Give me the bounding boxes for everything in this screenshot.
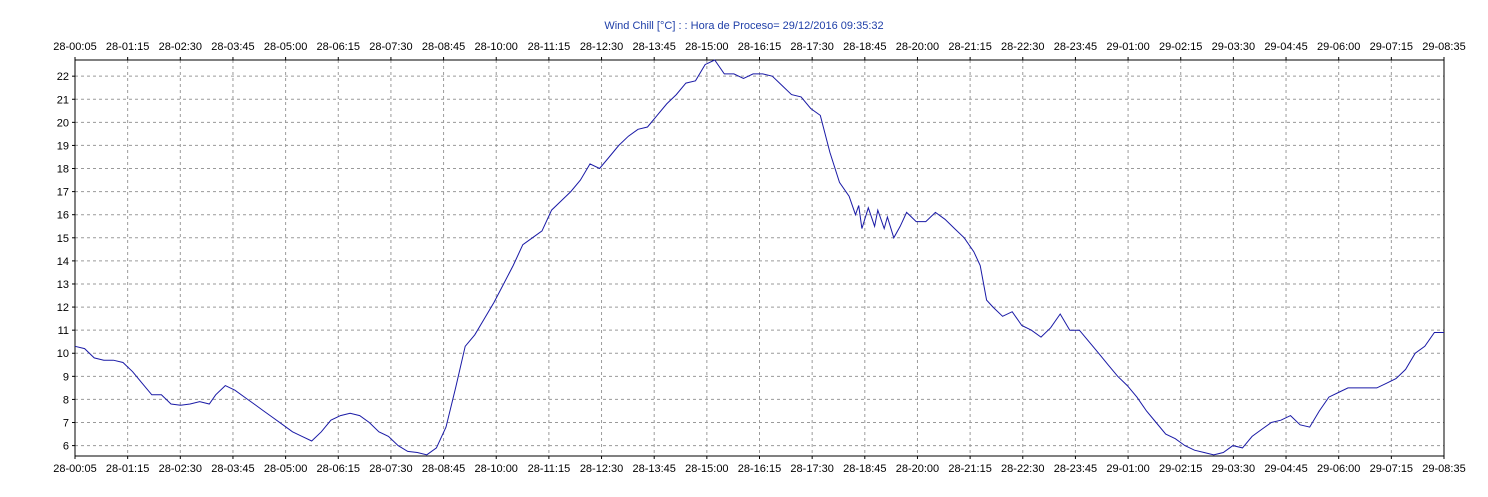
x-tick-label-bottom: 28-18:45 xyxy=(843,463,886,475)
x-tick-label-top: 28-13:45 xyxy=(632,41,675,53)
x-tick-label-bottom: 28-06:15 xyxy=(317,463,360,475)
x-tick-label-top: 28-17:30 xyxy=(790,41,833,53)
x-tick-label-top: 28-20:00 xyxy=(896,41,939,53)
y-axis-ticks: 6 7 8 9 10 11 12 13 14 15 16 17 18 19 20 21 22 xyxy=(57,71,75,453)
x-tick-label-bottom: 28-16:15 xyxy=(738,463,781,475)
x-tick-label-top: 28-11:15 xyxy=(528,41,571,53)
y-tick-label: 22 xyxy=(57,71,69,83)
y-tick-label: 13 xyxy=(57,279,69,291)
x-tick-label-top: 29-01:00 xyxy=(1106,41,1149,53)
x-tick-label-bottom: 28-10:00 xyxy=(475,463,518,475)
x-tick-label-top: 28-02:30 xyxy=(159,41,202,53)
y-tick-label: 8 xyxy=(63,394,69,406)
x-tick-label-top: 28-10:00 xyxy=(475,41,518,53)
x-tick-label-bottom: 28-11:15 xyxy=(528,463,571,475)
x-tick-label-top: 28-16:15 xyxy=(738,41,781,53)
y-tick-label: 10 xyxy=(57,348,69,360)
x-tick-label-top: 29-08:35 xyxy=(1422,41,1465,53)
x-tick-label-top: 28-12:30 xyxy=(580,41,623,53)
x-tick-label-bottom: 29-03:30 xyxy=(1212,463,1255,475)
x-tick-label-top: 28-03:45 xyxy=(211,41,254,53)
x-tick-label-bottom: 29-06:00 xyxy=(1317,463,1360,475)
x-tick-label-bottom: 28-01:15 xyxy=(106,463,149,475)
x-tick-label-bottom: 28-02:30 xyxy=(159,463,202,475)
y-tick-label: 6 xyxy=(63,441,69,453)
x-tick-label-bottom: 28-12:30 xyxy=(580,463,623,475)
y-tick-label: 14 xyxy=(57,256,69,268)
bottom-x-axis-ticks: 28-00:05 28-01:15 28-02:30 28-03:45 28-05:00… xyxy=(53,456,1466,475)
x-tick-label-top: 29-03:30 xyxy=(1212,41,1255,53)
x-tick-label-bottom: 29-01:00 xyxy=(1106,463,1149,475)
x-tick-label-bottom: 28-22:30 xyxy=(1001,463,1044,475)
x-tick-label-top: 28-18:45 xyxy=(843,41,886,53)
x-tick-label-top: 28-21:15 xyxy=(948,41,991,53)
x-tick-label-top: 28-08:45 xyxy=(422,41,465,53)
x-tick-label-bottom: 28-03:45 xyxy=(211,463,254,475)
x-tick-label-top: 28-05:00 xyxy=(264,41,307,53)
x-tick-label-bottom: 28-23:45 xyxy=(1054,463,1097,475)
x-tick-label-top: 28-07:30 xyxy=(369,41,412,53)
y-tick-label: 18 xyxy=(57,164,69,176)
x-tick-label-top: 28-00:05 xyxy=(53,41,96,53)
x-tick-label-bottom: 28-00:05 xyxy=(53,463,96,475)
x-tick-label-top: 29-06:00 xyxy=(1317,41,1360,53)
x-tick-label-bottom: 28-20:00 xyxy=(896,463,939,475)
x-tick-label-bottom: 28-05:00 xyxy=(264,463,307,475)
x-tick-label-top: 28-22:30 xyxy=(1001,41,1044,53)
x-tick-label-bottom: 28-15:00 xyxy=(685,463,728,475)
chart-title: Wind Chill [°C] : : Hora de Proceso= 29/… xyxy=(604,20,884,32)
x-tick-label-bottom: 29-02:15 xyxy=(1159,463,1202,475)
plot-frame xyxy=(74,59,1445,457)
y-tick-label: 7 xyxy=(63,418,69,430)
x-tick-label-bottom: 28-17:30 xyxy=(790,463,833,475)
y-tick-label: 9 xyxy=(63,371,69,383)
y-tick-label: 21 xyxy=(57,94,69,106)
x-tick-label-top: 29-02:15 xyxy=(1159,41,1202,53)
x-tick-label-bottom: 29-04:45 xyxy=(1264,463,1307,475)
x-tick-label-top: 28-15:00 xyxy=(685,41,728,53)
y-tick-label: 12 xyxy=(57,302,69,314)
grid-layer xyxy=(75,60,1444,456)
x-tick-label-top: 29-04:45 xyxy=(1264,41,1307,53)
top-x-axis-ticks: 28-00:05 28-01:15 28-02:30 28-03:45 28-05:00… xyxy=(53,41,1466,60)
x-tick-label-bottom: 29-07:15 xyxy=(1370,463,1413,475)
x-tick-label-top: 28-23:45 xyxy=(1054,41,1097,53)
y-tick-label: 11 xyxy=(58,325,69,337)
y-tick-label: 17 xyxy=(57,187,69,199)
y-tick-label: 16 xyxy=(57,210,69,222)
x-tick-label-bottom: 28-21:15 xyxy=(948,463,991,475)
x-tick-label-top: 29-07:15 xyxy=(1370,41,1413,53)
x-tick-label-bottom: 28-13:45 xyxy=(632,463,675,475)
y-tick-label: 15 xyxy=(57,233,69,245)
y-tick-label: 19 xyxy=(57,140,69,152)
x-tick-label-bottom: 28-08:45 xyxy=(422,463,465,475)
y-tick-label: 20 xyxy=(57,117,69,129)
x-tick-label-top: 28-01:15 xyxy=(106,41,149,53)
x-tick-label-top: 28-06:15 xyxy=(317,41,360,53)
x-tick-label-bottom: 29-08:35 xyxy=(1422,463,1465,475)
series-line-wind-chill xyxy=(74,59,1444,456)
x-tick-label-bottom: 28-07:30 xyxy=(369,463,412,475)
